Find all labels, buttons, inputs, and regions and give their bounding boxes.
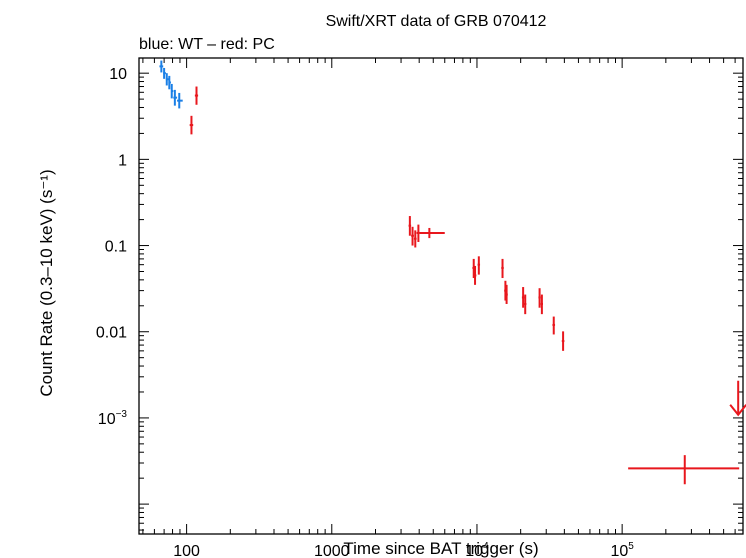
x-tick-label: 105: [610, 541, 634, 558]
pc-data-point: [501, 258, 504, 279]
pc-data-point: [194, 86, 199, 105]
pc-data-point: [413, 230, 417, 248]
upper-limit-arrowhead: [729, 404, 746, 417]
wt-data-point: [168, 75, 171, 90]
pc-data-point: [524, 294, 527, 315]
y-axis-label: Count Rate (0.3–10 keV) (s⁻¹): [37, 169, 56, 396]
x-tick-label: 1000: [314, 543, 350, 558]
pc-data-point: [411, 226, 414, 246]
x-tick-labels: 100 1000 104 105: [173, 541, 634, 558]
pc-data-point: [540, 294, 543, 315]
wt-data-point: [173, 89, 178, 106]
pc-data-point: [505, 284, 508, 304]
y-tick-labels: 10 1 0.1 0.01 10−3: [96, 66, 128, 428]
chart-subtitle: blue: WT – red: PC: [139, 36, 275, 53]
pc-data-point: [538, 288, 541, 308]
x-tick-label: 100: [173, 543, 200, 558]
data-marks: [159, 60, 746, 485]
pc-data-point: [561, 331, 565, 351]
wt-data-point: [163, 67, 166, 79]
plot-frame: [138, 57, 744, 535]
y-tick-label: 0.1: [105, 239, 127, 256]
y-tick-label: 10: [109, 66, 127, 83]
pc-data-point: [416, 224, 420, 242]
pc-data-point: [552, 316, 556, 335]
wt-data-point: [177, 92, 183, 109]
pc-data-point: [473, 265, 477, 285]
pc-data-point: [189, 115, 194, 135]
pc-data-point: [419, 227, 445, 239]
wt-data-point: [170, 83, 174, 99]
y-tick-label: 0.01: [96, 325, 127, 342]
chart-title: Swift/XRT data of GRB 070412: [326, 13, 547, 30]
pc-data-point: [408, 216, 412, 236]
pc-upper-limit-arrow: [729, 380, 746, 417]
axis-ticks: [139, 58, 743, 534]
pc-data-point: [628, 455, 740, 485]
pc-data-point: [521, 287, 525, 308]
pc-data-point: [477, 256, 481, 275]
wt-data-point: [159, 60, 164, 73]
y-tick-label: 1: [118, 152, 127, 169]
x-axis-label: Time since BAT trigger (s): [343, 539, 538, 558]
wt-data-point: [165, 73, 169, 86]
y-tick-label: 10−3: [98, 409, 128, 428]
